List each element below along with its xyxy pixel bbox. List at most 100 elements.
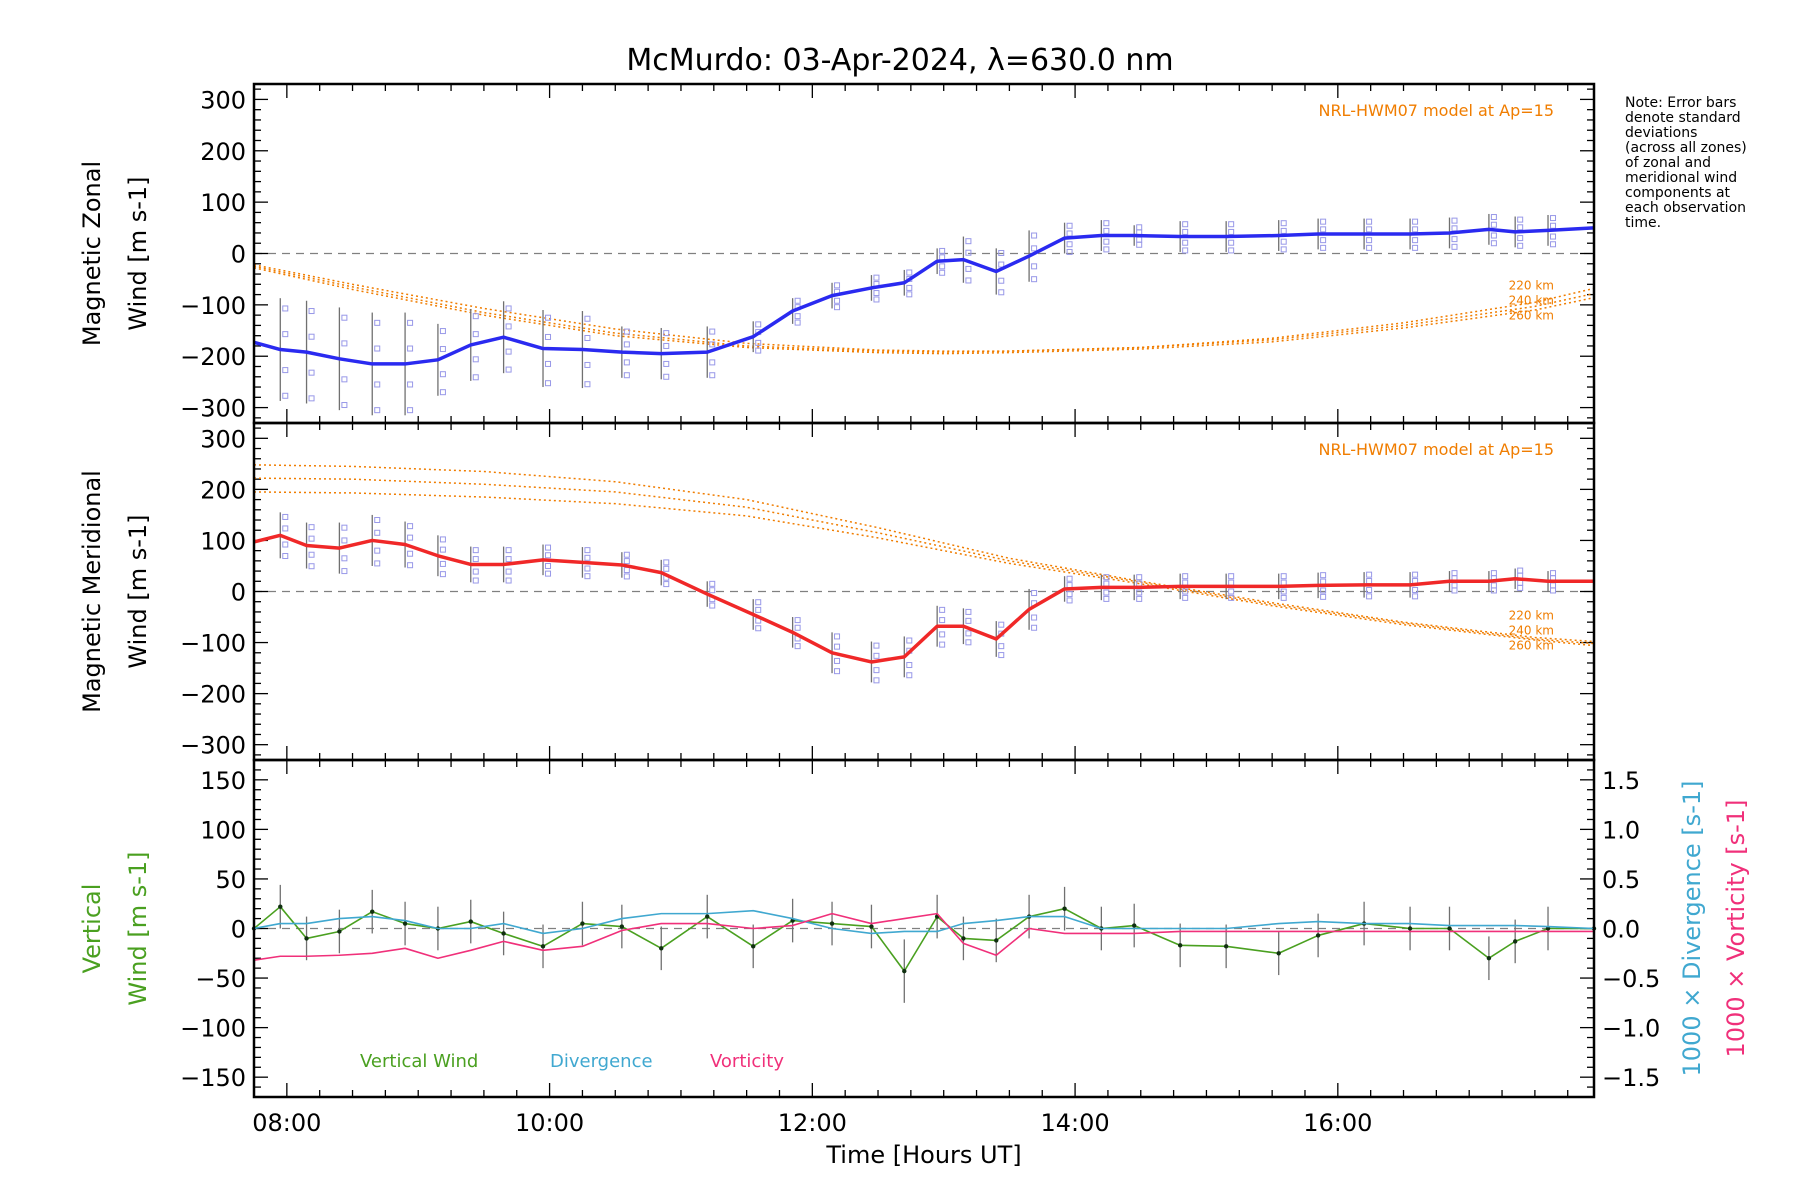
x-tick-label: 08:00 (252, 1109, 321, 1137)
zone-sample (1280, 220, 1287, 227)
zone-sample (709, 341, 716, 348)
zone-sample (1366, 218, 1373, 225)
vertical-wind-point (1062, 906, 1067, 911)
zone-sample (1412, 593, 1419, 600)
zone-sample (1280, 246, 1287, 253)
zone-sample (374, 407, 381, 414)
zone-sample (584, 334, 591, 341)
model-height-label: 220 km (1509, 278, 1554, 292)
zone-sample (1451, 570, 1458, 577)
x-tick-label: 14:00 (1040, 1109, 1109, 1137)
zone-sample (1280, 573, 1287, 580)
zone-sample (794, 624, 801, 631)
zone-sample (407, 319, 414, 326)
vertical-wind-point (869, 924, 874, 929)
zone-sample (308, 535, 315, 542)
zone-sample (873, 642, 880, 649)
y-tick-label: −50 (195, 965, 246, 993)
error-bar-note: Note: Error bars denote standard deviati… (1625, 95, 1747, 231)
zone-sample (965, 630, 972, 637)
vertical-wind-point (580, 921, 585, 926)
zone-sample (709, 602, 716, 609)
zone-sample (623, 328, 630, 335)
zone-sample (873, 677, 880, 684)
zone-sample (1320, 572, 1327, 579)
zone-sample (1451, 217, 1458, 224)
zone-sample (341, 537, 348, 544)
vertical-wind-point (1512, 939, 1518, 944)
model-label: NRL-HWM07 model at Ap=15 (1318, 440, 1554, 459)
zone-sample (1490, 240, 1497, 247)
zone-sample (407, 345, 414, 352)
model-line (253, 267, 1595, 355)
zone-sample (472, 577, 479, 584)
zone-sample (623, 341, 630, 348)
vertical-wind-point (1545, 926, 1551, 931)
zone-sample (1031, 590, 1038, 597)
zone-sample (1366, 244, 1373, 251)
zone-sample (1280, 227, 1287, 234)
zone-sample (834, 643, 841, 650)
zone-sample (472, 331, 479, 338)
zone-sample (584, 547, 591, 554)
zone-sample (663, 581, 670, 588)
zone-sample (998, 261, 1005, 268)
zone-sample (1550, 587, 1557, 594)
zone-sample (1412, 571, 1419, 578)
zone-sample (794, 643, 801, 650)
legend-item: Vorticity (710, 1051, 784, 1072)
y-tick-label: 200 (200, 476, 246, 504)
zone-sample (873, 667, 880, 674)
vertical-wind-point (304, 936, 309, 941)
zone-sample (906, 672, 913, 679)
zone-sample (308, 369, 315, 376)
y2-axis-label-vorticity: 1000 × Vorticity [s-1] (1722, 800, 1750, 1058)
y-tick-label: −100 (180, 1015, 246, 1043)
vertical-wind-point (619, 924, 625, 929)
zone-sample (1228, 247, 1235, 254)
zone-sample (1031, 245, 1038, 252)
model-line (253, 265, 1595, 353)
vertical-wind-point (402, 921, 408, 926)
vertical-wind-point (1177, 943, 1183, 948)
zone-sample (1490, 232, 1497, 239)
vertical-wind-point (540, 944, 546, 949)
zone-sample (1550, 241, 1557, 248)
zone-sample (623, 573, 630, 580)
series-line-meridional (253, 533, 1594, 664)
series-line-zonal (253, 226, 1595, 366)
zone-sample (1366, 578, 1373, 585)
zone-sample (623, 567, 630, 574)
zone-sample (1451, 587, 1458, 594)
zone-sample (1517, 584, 1524, 591)
y2-tick-label: −0.5 (1602, 965, 1660, 993)
x-axis-label: Time [Hours UT] (825, 1141, 1021, 1169)
zone-sample (1182, 588, 1189, 595)
y-tick-label: −100 (180, 292, 246, 320)
zone-sample (1031, 276, 1038, 283)
zone-sample (308, 308, 315, 315)
zone-sample (341, 568, 348, 575)
zone-sample (374, 547, 381, 554)
zone-sample (308, 333, 315, 340)
series-line-divergence (253, 909, 1595, 935)
zone-sample (906, 637, 913, 644)
y-tick-label: 300 (200, 86, 246, 114)
zone-sample (584, 554, 591, 561)
zone-sample (407, 550, 414, 557)
vertical-wind-point (1276, 951, 1281, 956)
zone-sample (439, 560, 446, 567)
y-tick-label: −100 (180, 630, 246, 658)
zone-sample (939, 631, 946, 638)
zone-sample (906, 269, 913, 276)
zone-sample (1280, 588, 1287, 595)
zone-sample (374, 560, 381, 567)
vertical-wind-point (829, 921, 835, 926)
vertical-wind-point (1407, 926, 1413, 931)
zone-sample (755, 625, 762, 632)
zone-sample (374, 319, 381, 326)
zone-sample (873, 652, 880, 659)
zone-sample (873, 290, 880, 297)
zone-sample (545, 552, 552, 559)
y-tick-label: 100 (200, 816, 246, 844)
